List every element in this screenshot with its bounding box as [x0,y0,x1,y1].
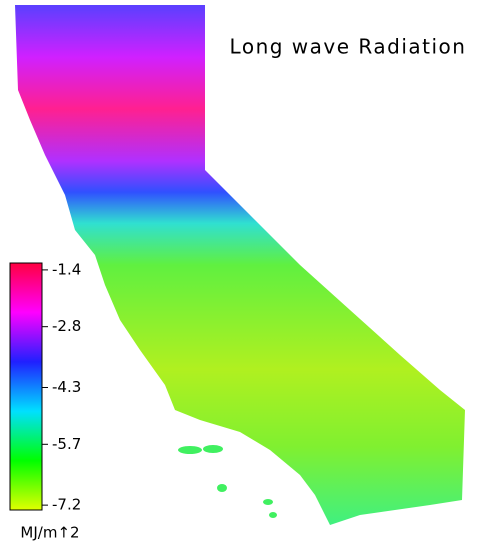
california-shape [15,5,465,525]
colorbar-tick-label: -1.4 [52,260,81,278]
islands [178,445,277,518]
colorbar-ramp [9,262,43,511]
map-title: Long wave Radiation [230,35,467,59]
colorbar-tick-label: -4.3 [52,378,81,396]
colorbar-tick-label: -7.2 [52,496,81,514]
colorbar: -1.4 -2.8 -4.3 -5.7 -7.2 [9,260,81,514]
colorbar-tick-label: -5.7 [52,435,81,453]
colorbar-tick-label: -2.8 [52,317,81,335]
colorbar-unit: MJ/m↑2 [20,524,79,542]
